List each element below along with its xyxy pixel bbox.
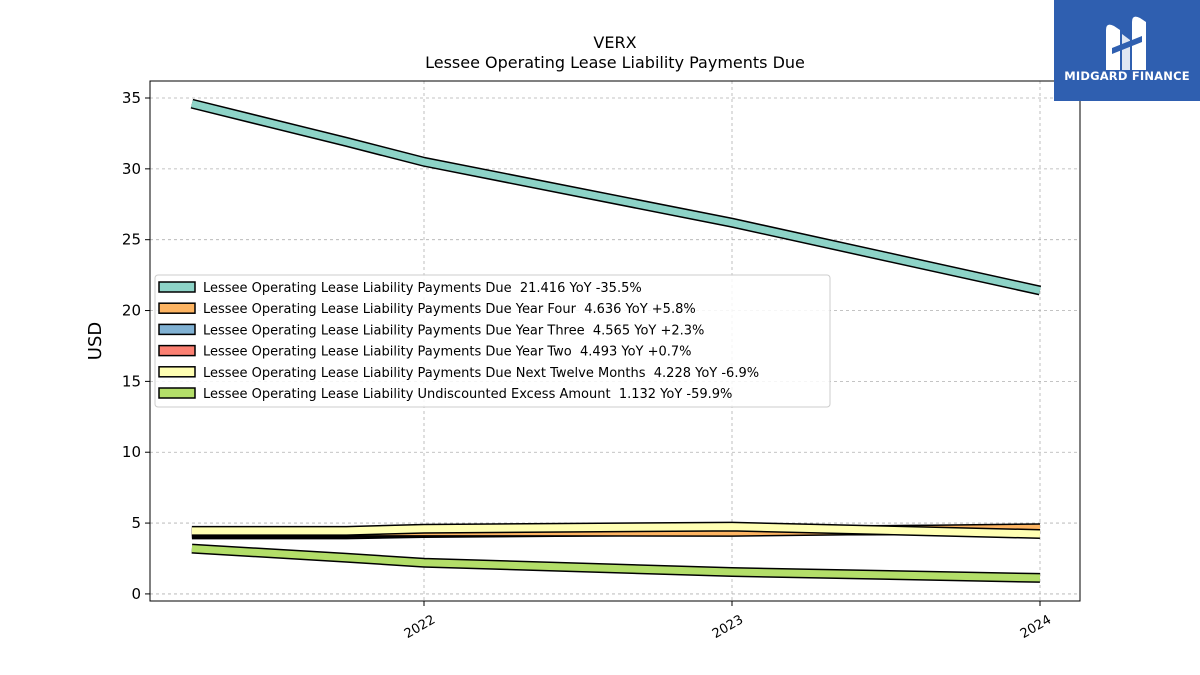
brand-name: MIDGARD FINANCE [1064,69,1190,83]
series-line [191,521,1041,539]
legend-box [154,274,831,408]
series-stroke [191,100,1041,294]
chart-subtitle: Lessee Operating Lease Liability Payment… [425,53,805,72]
y-tick-label: 15 [122,372,141,390]
brand-logo: MIDGARD FINANCE [1054,0,1200,101]
legend: Lessee Operating Lease Liability Payment… [154,274,831,408]
y-tick-label: 30 [122,160,141,178]
legend-swatch [158,366,196,378]
legend-entry: Lessee Operating Lease Liability Payment… [203,281,642,296]
series-line [191,543,1041,583]
x-tick-label: 2022 [402,612,438,642]
y-tick-label: 35 [122,89,141,107]
series-line [190,98,1042,296]
legend-swatch [158,302,196,314]
legend-entry: Lessee Operating Lease Liability Payment… [203,345,692,360]
y-axis-label: USD [85,322,106,360]
legend-swatch [158,344,196,357]
legend-swatch [158,387,196,399]
legend-entry: Lessee Operating Lease Liability Payment… [203,302,696,317]
legend-entry: Lessee Operating Lease Liability Payment… [203,323,704,338]
legend-swatch [158,281,196,293]
plot-frame [149,80,1081,602]
legend-entry: Lessee Operating Lease Liability Payment… [203,366,759,381]
legend-swatch [158,323,196,336]
legend-entry: Lessee Operating Lease Liability Undisco… [203,387,732,402]
series-stroke [191,523,1041,538]
x-tick-label: 2024 [1018,612,1054,642]
y-tick-label: 20 [122,302,141,320]
y-tick-label: 0 [131,585,141,603]
logo-icon [1106,16,1146,71]
y-tick-label: 10 [122,443,141,461]
y-tick-label: 5 [131,514,141,532]
series-stroke [191,545,1041,582]
series-lines [190,98,1042,583]
chart-title: VERX [593,33,636,52]
x-tick-label: 2023 [710,612,746,642]
y-tick-label: 25 [122,231,141,249]
